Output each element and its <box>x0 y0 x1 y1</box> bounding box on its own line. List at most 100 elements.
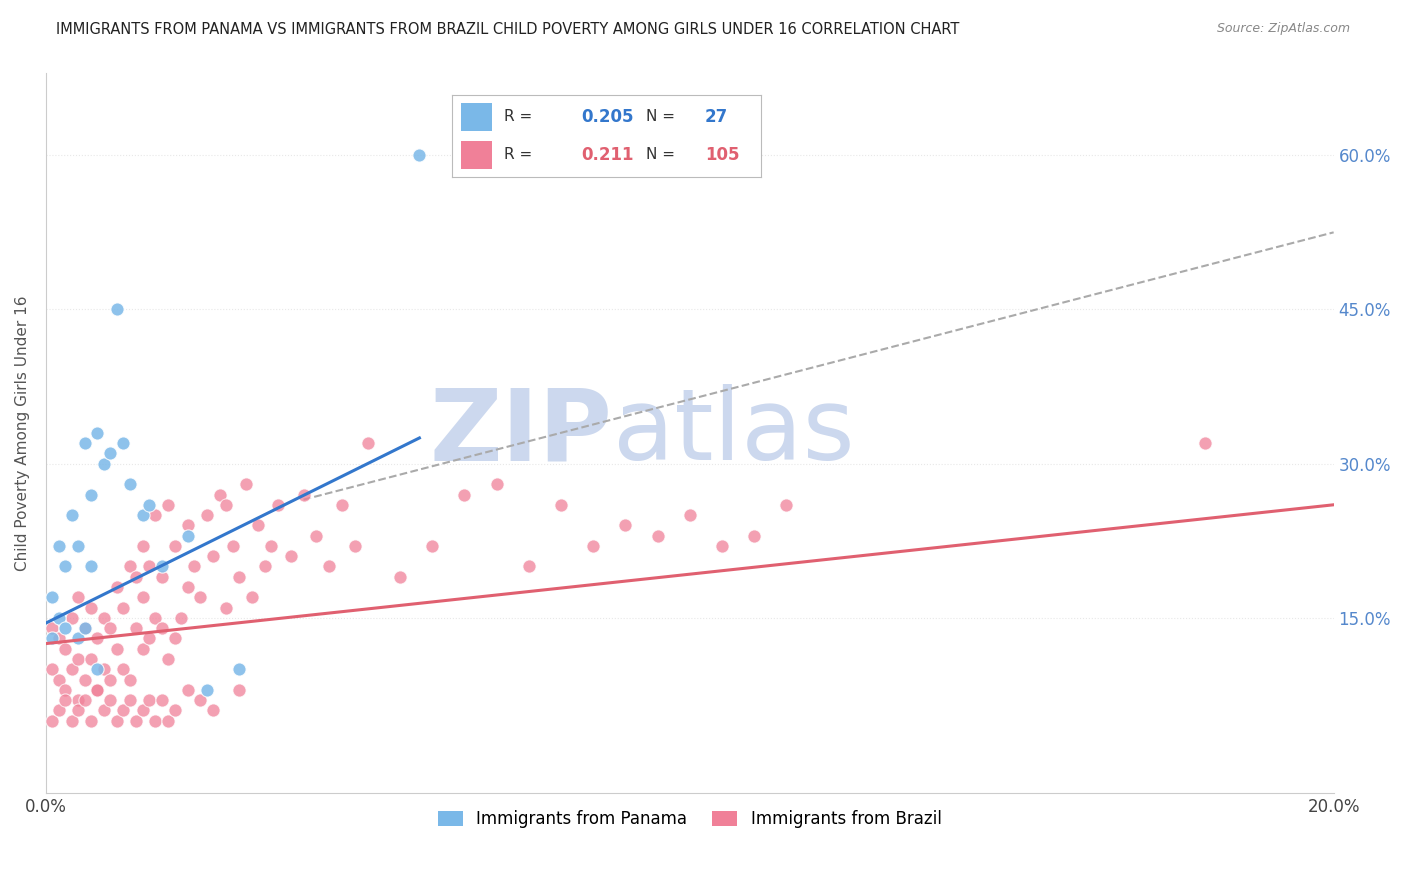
Point <box>112 703 135 717</box>
Point <box>1194 436 1216 450</box>
Point <box>73 621 96 635</box>
Point <box>228 570 250 584</box>
Point <box>80 487 103 501</box>
Point <box>98 621 121 635</box>
Point <box>517 559 540 574</box>
Point <box>202 549 225 564</box>
Point <box>318 559 340 574</box>
Point <box>80 652 103 666</box>
Point <box>118 559 141 574</box>
Point <box>240 591 263 605</box>
Point <box>112 436 135 450</box>
Point <box>67 539 90 553</box>
Point <box>215 498 238 512</box>
Point <box>150 693 173 707</box>
Point <box>176 528 198 542</box>
Point <box>235 477 257 491</box>
Text: atlas: atlas <box>613 384 855 482</box>
Point <box>221 539 243 553</box>
Point <box>157 714 180 728</box>
Point <box>125 621 148 635</box>
Point <box>357 436 380 450</box>
Point <box>150 559 173 574</box>
Point <box>550 498 572 512</box>
Point <box>408 148 430 162</box>
Point <box>614 518 637 533</box>
Point <box>420 539 443 553</box>
Point <box>98 693 121 707</box>
Text: IMMIGRANTS FROM PANAMA VS IMMIGRANTS FROM BRAZIL CHILD POVERTY AMONG GIRLS UNDER: IMMIGRANTS FROM PANAMA VS IMMIGRANTS FRO… <box>56 22 960 37</box>
Text: Source: ZipAtlas.com: Source: ZipAtlas.com <box>1216 22 1350 36</box>
Point <box>48 539 70 553</box>
Point <box>157 498 180 512</box>
Point <box>86 682 108 697</box>
Point <box>215 600 238 615</box>
Point <box>485 477 508 491</box>
Point <box>86 425 108 440</box>
Point <box>67 632 90 646</box>
Point <box>53 693 76 707</box>
Point <box>73 693 96 707</box>
Point <box>330 498 353 512</box>
Point <box>183 559 205 574</box>
Point <box>41 591 63 605</box>
Point <box>163 703 186 717</box>
Point <box>118 477 141 491</box>
Point <box>48 703 70 717</box>
Point <box>582 539 605 553</box>
Point <box>131 703 153 717</box>
Point <box>138 693 160 707</box>
Point <box>67 652 90 666</box>
Point <box>105 714 128 728</box>
Point <box>711 539 734 553</box>
Point <box>53 621 76 635</box>
Point <box>190 591 212 605</box>
Point <box>73 673 96 687</box>
Point <box>93 662 115 676</box>
Point <box>145 714 167 728</box>
Point <box>41 621 63 635</box>
Y-axis label: Child Poverty Among Girls Under 16: Child Poverty Among Girls Under 16 <box>15 295 30 571</box>
Point <box>260 539 283 553</box>
Point <box>163 539 186 553</box>
Point <box>305 528 328 542</box>
Point <box>228 682 250 697</box>
Point <box>453 487 475 501</box>
Point <box>73 621 96 635</box>
Point <box>105 641 128 656</box>
Point <box>125 570 148 584</box>
Point <box>176 518 198 533</box>
Point <box>150 570 173 584</box>
Point <box>280 549 302 564</box>
Point <box>73 436 96 450</box>
Point <box>190 693 212 707</box>
Point <box>131 591 153 605</box>
Point <box>67 693 90 707</box>
Point <box>80 600 103 615</box>
Point <box>60 662 83 676</box>
Point <box>98 446 121 460</box>
Point <box>112 600 135 615</box>
Point <box>86 632 108 646</box>
Point <box>53 682 76 697</box>
Point <box>98 673 121 687</box>
Point <box>86 662 108 676</box>
Point <box>67 591 90 605</box>
Point <box>150 621 173 635</box>
Point <box>41 662 63 676</box>
Point <box>163 632 186 646</box>
Point <box>775 498 797 512</box>
Point <box>145 611 167 625</box>
Point <box>67 703 90 717</box>
Point <box>118 673 141 687</box>
Point <box>389 570 412 584</box>
Point <box>157 652 180 666</box>
Point <box>48 632 70 646</box>
Point <box>208 487 231 501</box>
Point <box>176 682 198 697</box>
Point <box>253 559 276 574</box>
Point <box>742 528 765 542</box>
Point <box>176 580 198 594</box>
Point <box>131 641 153 656</box>
Point <box>247 518 270 533</box>
